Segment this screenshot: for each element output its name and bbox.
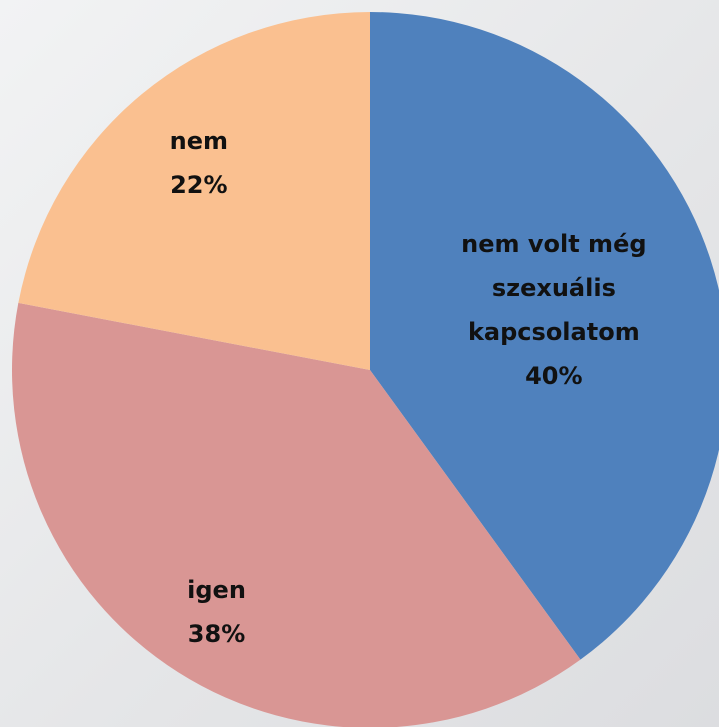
slice-category: igen bbox=[187, 575, 246, 604]
pie-slice bbox=[12, 302, 581, 727]
pie-slice bbox=[370, 12, 719, 660]
slice-label: igen 38% bbox=[92, 568, 342, 656]
slice-value: 38% bbox=[187, 619, 246, 648]
slice-category: nem bbox=[169, 127, 229, 156]
slice-label: nem volt még szexuális kapcsolatom 40% bbox=[429, 222, 679, 398]
slice-category: nem volt még szexuális kapcsolatom bbox=[461, 230, 647, 347]
slice-value: 22% bbox=[170, 171, 228, 200]
slice-label: nem 22% bbox=[74, 119, 324, 207]
slice-value: 40% bbox=[525, 362, 583, 391]
pie-slice bbox=[18, 12, 371, 370]
